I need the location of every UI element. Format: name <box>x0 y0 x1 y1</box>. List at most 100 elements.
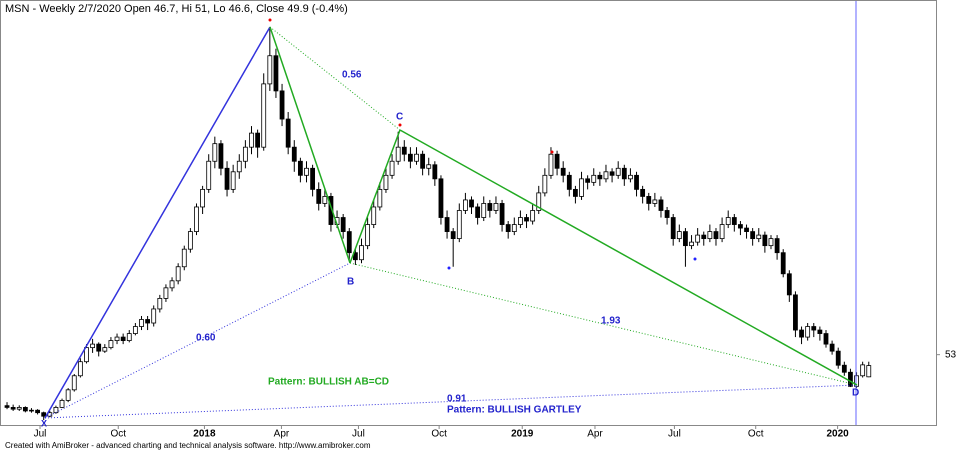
candle-body <box>469 199 474 208</box>
xa-line <box>44 26 271 419</box>
pattern-label: Pattern: BULLISH GARTLEY <box>447 405 582 416</box>
candle-body <box>432 164 438 180</box>
candle-body <box>652 199 658 204</box>
candle-body <box>126 333 132 342</box>
x-tick-label: Oct <box>431 429 447 440</box>
candle-body <box>77 361 83 377</box>
candle-body <box>762 234 768 247</box>
candle-body <box>10 407 16 410</box>
candle-body <box>774 238 780 254</box>
candle-body <box>444 217 450 232</box>
candle-body <box>359 245 364 261</box>
candle-body <box>16 407 22 410</box>
plot-frame <box>0 0 937 426</box>
candle-body <box>456 210 462 240</box>
candle-body <box>713 231 719 240</box>
candle-body <box>786 273 792 296</box>
candle-body <box>475 206 481 218</box>
ac-line <box>269 26 401 131</box>
candle-body <box>108 340 114 349</box>
candle-body <box>768 238 774 247</box>
candle-body <box>96 343 102 352</box>
x-tick-label: 2019 <box>511 429 534 440</box>
candle-body <box>646 196 652 204</box>
candle-body <box>634 174 639 190</box>
candle-body <box>114 336 120 342</box>
candle-body <box>371 206 377 225</box>
candle-body <box>725 217 731 225</box>
candle-body <box>683 231 688 247</box>
cd-line <box>399 129 858 386</box>
ratio-label: 0.56 <box>342 70 362 81</box>
candles <box>4 28 872 421</box>
candle-body <box>505 224 511 232</box>
candle-body <box>658 199 664 211</box>
candle-body <box>566 174 572 190</box>
candle-body <box>4 405 10 408</box>
candle-body <box>811 326 817 331</box>
candle-body <box>414 153 419 162</box>
x-tick-label: Jul <box>668 429 681 440</box>
candle-body <box>573 188 578 197</box>
candle-body <box>835 350 841 366</box>
candle-body <box>273 55 279 92</box>
candle-body <box>499 203 505 225</box>
x-tick-label: Jul <box>352 429 365 440</box>
candle-body <box>194 206 199 232</box>
candle-body <box>90 343 95 349</box>
candle-body <box>395 146 401 162</box>
marker <box>268 18 272 22</box>
footer: Created with AmiBroker - advanced charti… <box>5 441 371 450</box>
point-label: B <box>347 277 354 288</box>
candle-body <box>731 217 737 225</box>
candle-body <box>304 167 309 176</box>
marker <box>693 257 697 261</box>
candle-body <box>175 266 181 282</box>
candle-body <box>163 287 169 299</box>
point-label: X <box>41 418 47 428</box>
candle-body <box>218 143 224 169</box>
x-tick-label: 2020 <box>826 429 849 440</box>
candle-body <box>310 167 316 190</box>
candle-body <box>487 203 493 211</box>
candle-body <box>84 347 89 363</box>
chart-title: MSN - Weekly 2/7/2020 Open 46.7, Hi 51, … <box>5 3 348 15</box>
candle-body <box>780 252 786 275</box>
candle-body <box>597 174 603 180</box>
candle-body <box>383 174 389 190</box>
x-tick-label: 2018 <box>193 429 216 440</box>
candle-body <box>261 83 267 148</box>
candle-body <box>670 217 676 240</box>
candle-body <box>695 234 701 243</box>
pattern-label: Pattern: BULLISH AB=CD <box>268 377 389 388</box>
marker <box>550 150 554 154</box>
candle-body <box>450 231 456 240</box>
candle-body <box>322 196 328 204</box>
candle-body <box>628 174 633 180</box>
pattern-lines <box>44 18 858 419</box>
candle-body <box>407 153 413 162</box>
candle-body <box>689 241 694 247</box>
candle-body <box>793 294 798 331</box>
candle-body <box>744 227 749 232</box>
candle-body <box>255 132 261 148</box>
candle-body <box>530 210 536 222</box>
candle-body <box>291 146 297 162</box>
candle-body <box>236 160 242 173</box>
candle-body <box>511 224 517 232</box>
candle-body <box>518 217 523 225</box>
candle-body <box>249 132 254 148</box>
candle-body <box>817 329 823 334</box>
candle-body <box>230 171 236 190</box>
x-tick-label: Apr <box>274 429 290 440</box>
candle-body <box>139 319 144 327</box>
x-tick-label: Oct <box>748 429 764 440</box>
candle-body <box>676 231 682 240</box>
candle-body <box>719 224 725 240</box>
candle-body <box>401 146 407 155</box>
candle-body <box>29 409 34 412</box>
candle-body <box>603 171 609 180</box>
candle-body <box>841 364 847 373</box>
candle-body <box>524 217 529 222</box>
candle-body <box>640 188 646 197</box>
